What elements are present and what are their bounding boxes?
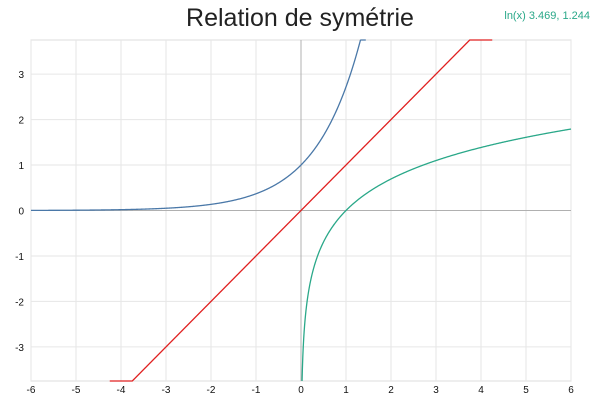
x-tick-label: -4 <box>117 385 126 396</box>
y-tick-label: 3 <box>18 70 24 81</box>
y-tick-label: 1 <box>18 161 24 172</box>
x-tick-label: -1 <box>252 385 261 396</box>
x-tick-label: 0 <box>298 385 304 396</box>
x-tick-label: 5 <box>523 385 529 396</box>
x-tick-label: -3 <box>162 385 171 396</box>
y-tick-label: -3 <box>15 343 24 354</box>
x-tick-label: 2 <box>388 385 394 396</box>
chart-title: Relation de symétrie <box>186 4 414 32</box>
x-tick-label: 3 <box>433 385 439 396</box>
x-tick-label: -5 <box>72 385 81 396</box>
curves <box>31 39 572 382</box>
x-tick-labels: -6 -5 -4 -3 -2 -1 0 1 2 3 4 5 6 <box>27 385 575 396</box>
curve-lnx <box>301 128 572 382</box>
x-tick-label: -6 <box>27 385 36 396</box>
y-tick-label: 0 <box>18 207 24 218</box>
x-tick-label: -2 <box>207 385 216 396</box>
y-tick-label: -1 <box>15 252 24 263</box>
cursor-readout: ln(x) 3.469, 1.244 <box>504 10 590 22</box>
y-tick-labels: -3 -2 -1 0 1 2 3 <box>15 70 24 354</box>
curve-expx <box>31 39 366 212</box>
y-tick-label: 2 <box>18 116 24 127</box>
x-tick-label: 6 <box>568 385 574 396</box>
x-tick-label: 1 <box>343 385 349 396</box>
x-tick-label: 4 <box>478 385 484 396</box>
y-tick-label: -2 <box>15 297 24 308</box>
curve-x <box>109 39 493 382</box>
